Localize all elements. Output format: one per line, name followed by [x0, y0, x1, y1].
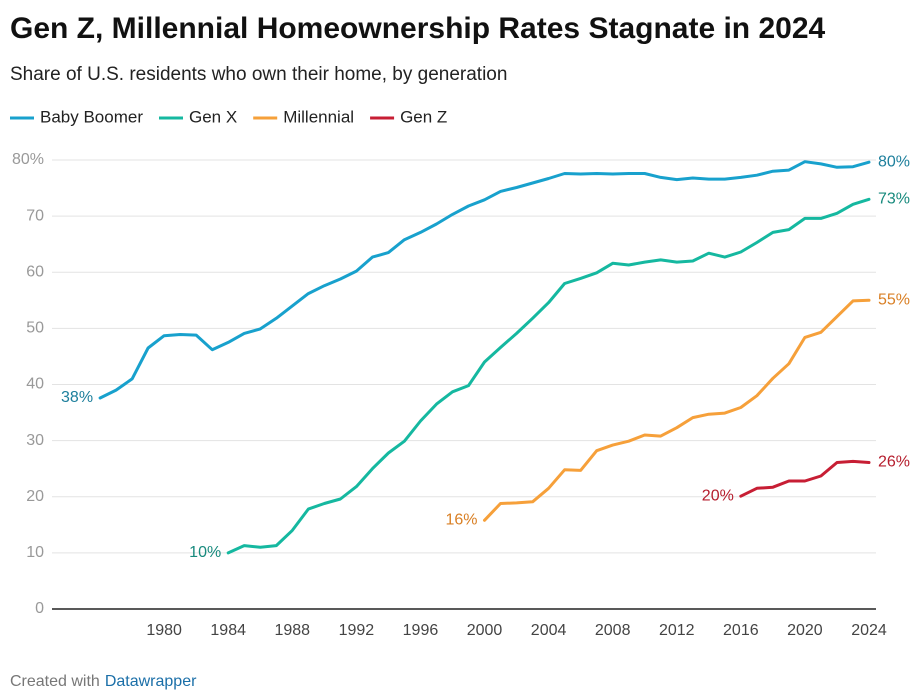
chart-title: Gen Z, Millennial Homeownership Rates St…	[10, 12, 826, 45]
x-tick-label: 2000	[467, 622, 503, 639]
value-label: 26%	[878, 454, 910, 471]
value-label: 16%	[445, 512, 477, 529]
y-tick-label: 70	[26, 207, 44, 224]
x-tick-label: 2004	[531, 622, 567, 639]
series-line	[226, 197, 871, 555]
x-tick-label: 2012	[659, 622, 695, 639]
chart-subtitle: Share of U.S. residents who own their ho…	[10, 64, 507, 85]
y-tick-label: 40	[26, 376, 44, 393]
x-tick-label: 2020	[787, 622, 823, 639]
value-label: 55%	[878, 292, 910, 309]
x-tick-label: 1984	[210, 622, 246, 639]
y-tick-label: 50	[26, 320, 44, 337]
y-tick-label: 20	[26, 488, 44, 505]
x-tick-label: 2008	[595, 622, 631, 639]
x-tick-label: 1980	[146, 622, 182, 639]
series-line	[483, 298, 871, 522]
y-tick-label: 0	[35, 600, 44, 617]
x-tick-label: 1992	[339, 622, 375, 639]
value-label: 10%	[189, 544, 221, 561]
legend-label: Baby Boomer	[40, 107, 143, 126]
y-tick-label: 60	[26, 263, 44, 280]
x-tick-label: 2016	[723, 622, 759, 639]
value-label: 80%	[878, 153, 910, 170]
x-tick-label: 1996	[403, 622, 439, 639]
y-tick-label: 80%	[12, 151, 44, 168]
legend: Baby Boomer Gen X Millennial Gen Z	[10, 107, 447, 126]
value-label: 38%	[61, 389, 93, 406]
value-label: 20%	[702, 487, 734, 504]
footer-link[interactable]: Datawrapper	[105, 673, 197, 690]
footer: Created with Datawrapper	[10, 673, 197, 690]
value-label: 73%	[878, 191, 910, 208]
footer-prefix: Created with	[10, 673, 100, 690]
series-line	[739, 459, 871, 498]
series-line	[98, 160, 871, 400]
x-tick-label: 1988	[274, 622, 310, 639]
legend-label: Gen Z	[400, 107, 447, 126]
x-tick-label: 2024	[851, 622, 887, 639]
legend-label: Gen X	[189, 107, 237, 126]
y-tick-label: 10	[26, 544, 44, 561]
y-tick-label: 30	[26, 432, 44, 449]
legend-label: Millennial	[283, 107, 354, 126]
